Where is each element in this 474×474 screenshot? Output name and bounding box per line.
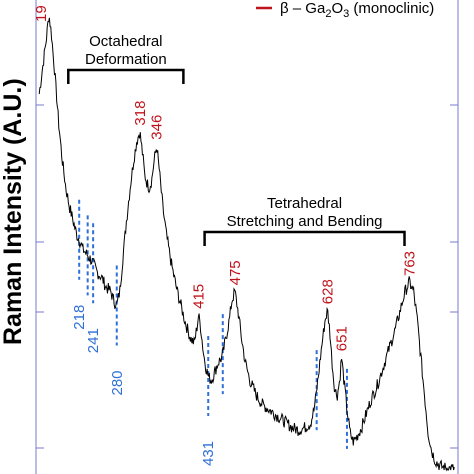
bracket-0	[67, 68, 185, 84]
blue-dashed-guides	[78, 199, 348, 449]
red-peak-label-346: 346	[149, 115, 166, 140]
legend-entry-sub: 2	[325, 8, 331, 20]
red-peak-label-628: 628	[320, 279, 337, 304]
bracket-label-0-1: Deformation	[85, 51, 167, 68]
legend-entry-mid: O	[331, 0, 343, 17]
legend-entry-suffix: (monoclinic)	[349, 0, 434, 17]
bracket-label-1-0: Tetrahedral	[267, 195, 342, 212]
red-peak-label-475: 475	[227, 260, 244, 285]
blue-peak-label-218: 218	[71, 305, 88, 330]
y-axis-label: Raman Intensity (A.U.)	[0, 78, 27, 345]
bracket-label-1-1: Stretching and Bending	[227, 213, 383, 230]
legend: β – Ga2O3 (monoclinic)	[256, 0, 434, 20]
legend-entry-sub2: 3	[343, 8, 349, 20]
red-peak-label-415: 415	[191, 284, 208, 309]
blue-peak-label-280: 280	[109, 370, 126, 395]
blue-peak-label-241: 241	[85, 328, 102, 353]
legend-entry-name: β – Ga	[280, 0, 326, 17]
spectrum-series	[38, 17, 455, 472]
spectrum-line	[38, 17, 455, 472]
bracket-label-0-0: Octahedral	[89, 33, 162, 50]
red-peak-label-651: 651	[334, 326, 351, 351]
legend-entry: β – Ga2O3 (monoclinic)	[280, 0, 434, 20]
cut-label-top: 19	[33, 5, 50, 22]
red-peak-label-318: 318	[132, 101, 149, 126]
red-peak-label-763: 763	[401, 251, 418, 276]
blue-peak-label-431: 431	[200, 441, 217, 466]
bracket-1	[203, 230, 406, 246]
